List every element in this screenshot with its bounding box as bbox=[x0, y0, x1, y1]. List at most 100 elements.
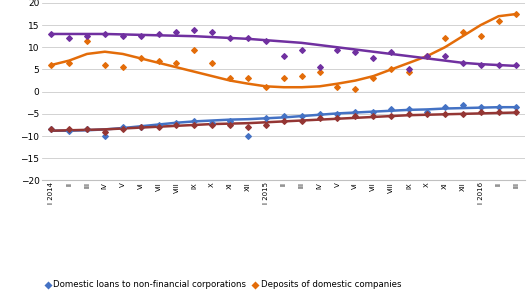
Point bbox=[351, 114, 360, 118]
Point bbox=[136, 56, 145, 61]
Point bbox=[315, 111, 324, 116]
Point bbox=[351, 109, 360, 114]
Point bbox=[154, 123, 163, 127]
Point bbox=[315, 69, 324, 74]
Point bbox=[280, 76, 288, 81]
Point bbox=[280, 114, 288, 118]
Point bbox=[369, 56, 378, 61]
Point bbox=[405, 107, 413, 112]
Point bbox=[440, 111, 449, 116]
Point bbox=[423, 109, 431, 114]
Point bbox=[65, 36, 73, 41]
Point bbox=[512, 109, 521, 114]
Point bbox=[83, 38, 91, 43]
Point bbox=[494, 18, 503, 23]
Point bbox=[280, 54, 288, 58]
Legend: Domestic loans to non-financial corporations, Domestic loans to households, Depo: Domestic loans to non-financial corporat… bbox=[42, 277, 407, 291]
Point bbox=[101, 63, 109, 68]
Point bbox=[297, 74, 306, 79]
Point bbox=[190, 118, 199, 123]
Point bbox=[476, 34, 485, 38]
Point bbox=[47, 127, 55, 132]
Point bbox=[315, 116, 324, 121]
Point bbox=[423, 111, 431, 116]
Point bbox=[262, 116, 270, 121]
Point bbox=[297, 118, 306, 123]
Point bbox=[208, 120, 216, 125]
Point bbox=[262, 85, 270, 90]
Point bbox=[226, 76, 234, 81]
Point bbox=[369, 76, 378, 81]
Point bbox=[369, 109, 378, 114]
Point bbox=[494, 63, 503, 68]
Point bbox=[405, 69, 413, 74]
Point bbox=[476, 63, 485, 68]
Point bbox=[154, 58, 163, 63]
Point bbox=[226, 123, 234, 127]
Point bbox=[387, 114, 395, 118]
Point bbox=[190, 47, 199, 52]
Point bbox=[351, 87, 360, 92]
Point bbox=[65, 128, 73, 133]
Point bbox=[333, 111, 342, 116]
Point bbox=[172, 29, 181, 34]
Point bbox=[423, 54, 431, 58]
Point bbox=[118, 127, 127, 132]
Point bbox=[244, 76, 252, 81]
Point bbox=[458, 111, 467, 116]
Point bbox=[423, 54, 431, 58]
Point bbox=[440, 36, 449, 41]
Point bbox=[369, 114, 378, 118]
Point bbox=[226, 118, 234, 123]
Point bbox=[136, 34, 145, 38]
Point bbox=[154, 125, 163, 129]
Point bbox=[512, 12, 521, 16]
Point bbox=[190, 27, 199, 32]
Point bbox=[262, 123, 270, 127]
Point bbox=[297, 114, 306, 118]
Point bbox=[154, 32, 163, 36]
Point bbox=[65, 61, 73, 65]
Point bbox=[440, 54, 449, 58]
Point bbox=[118, 125, 127, 129]
Point bbox=[83, 34, 91, 38]
Point bbox=[387, 67, 395, 72]
Point bbox=[494, 109, 503, 114]
Point bbox=[118, 34, 127, 38]
Point bbox=[405, 67, 413, 72]
Point bbox=[297, 47, 306, 52]
Point bbox=[208, 61, 216, 65]
Point bbox=[333, 85, 342, 90]
Point bbox=[47, 63, 55, 68]
Point bbox=[405, 111, 413, 116]
Point bbox=[333, 116, 342, 121]
Point bbox=[101, 134, 109, 139]
Point bbox=[172, 120, 181, 125]
Point bbox=[136, 125, 145, 129]
Point bbox=[47, 127, 55, 132]
Point bbox=[494, 105, 503, 109]
Point bbox=[172, 123, 181, 127]
Point bbox=[101, 32, 109, 36]
Point bbox=[458, 29, 467, 34]
Point bbox=[476, 109, 485, 114]
Point bbox=[118, 65, 127, 70]
Point bbox=[476, 105, 485, 109]
Point bbox=[83, 127, 91, 132]
Point bbox=[262, 38, 270, 43]
Point bbox=[172, 61, 181, 65]
Point bbox=[440, 105, 449, 109]
Point bbox=[333, 47, 342, 52]
Point bbox=[83, 127, 91, 132]
Point bbox=[208, 29, 216, 34]
Point bbox=[190, 123, 199, 127]
Point bbox=[244, 125, 252, 129]
Point bbox=[512, 63, 521, 68]
Point bbox=[387, 107, 395, 112]
Point bbox=[136, 125, 145, 129]
Point bbox=[280, 118, 288, 123]
Point bbox=[101, 129, 109, 134]
Point bbox=[226, 36, 234, 41]
Point bbox=[387, 49, 395, 54]
Point bbox=[512, 105, 521, 109]
